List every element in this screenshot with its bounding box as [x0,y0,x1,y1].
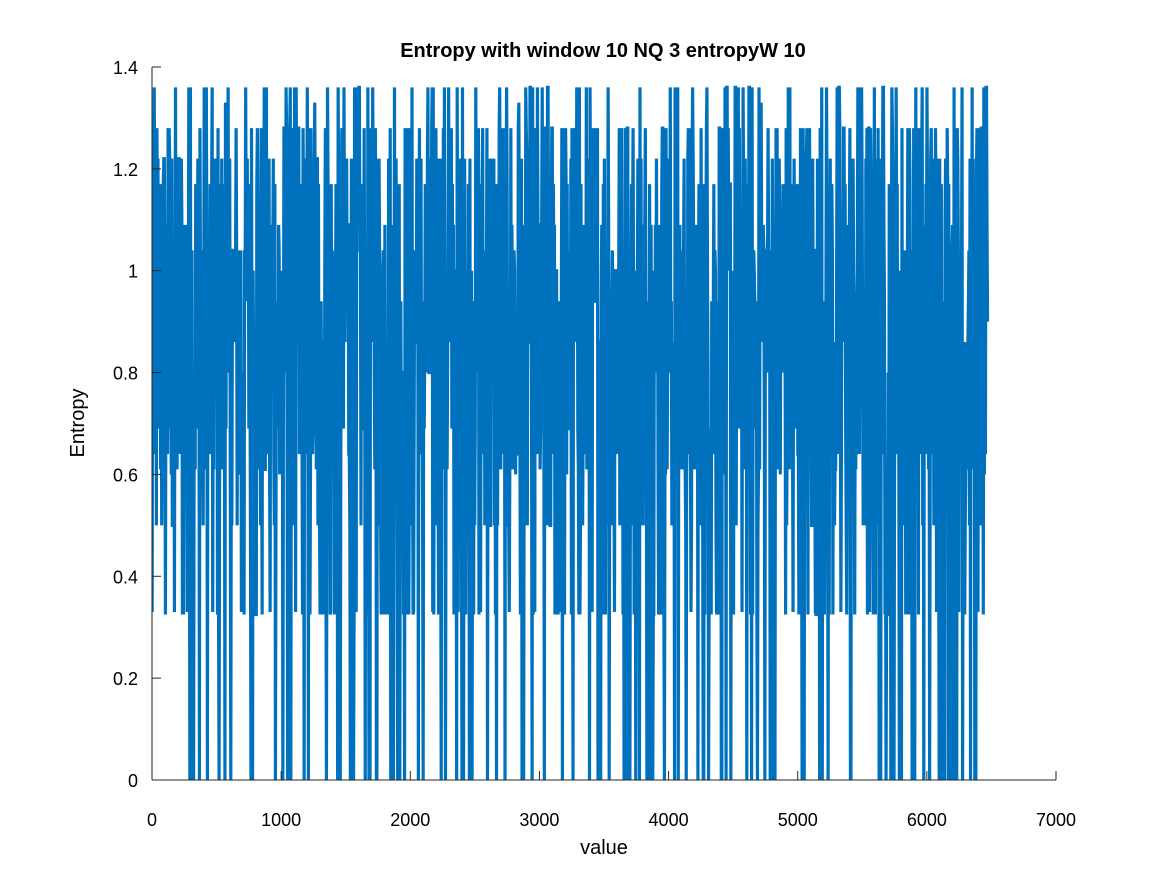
x-tick-label: 0 [147,810,157,830]
series-line [152,85,990,780]
x-tick-label: 6000 [907,810,947,830]
x-tick-label: 2000 [390,810,430,830]
x-tick-label: 3000 [519,810,559,830]
plot-area [152,85,990,780]
y-tick-label: 0.6 [113,465,138,485]
axes [151,67,1056,781]
y-tick-label: 0.2 [113,669,138,689]
x-tick-label: 5000 [778,810,818,830]
y-tick-label: 0.4 [113,567,138,587]
y-tick-label: 0 [128,771,138,791]
y-axis-label: Entropy [67,389,89,458]
x-ticks: 0 1000 2000 3000 4000 5000 6000 7000 [147,771,1076,830]
y-tick-label: 1 [128,262,138,282]
chart-title: Entropy with window 10 NQ 3 entropyW 10 [400,40,806,62]
x-tick-label: 7000 [1036,810,1076,830]
y-tick-label: 1.2 [113,160,138,180]
y-tick-label: 1.4 [113,58,138,78]
x-tick-label: 1000 [261,810,301,830]
x-axis-label: value [580,837,628,859]
y-ticks: 0 0.2 0.4 0.6 0.8 1 1.2 1.4 [113,58,161,791]
x-tick-label: 4000 [649,810,689,830]
y-tick-label: 0.8 [113,364,138,384]
